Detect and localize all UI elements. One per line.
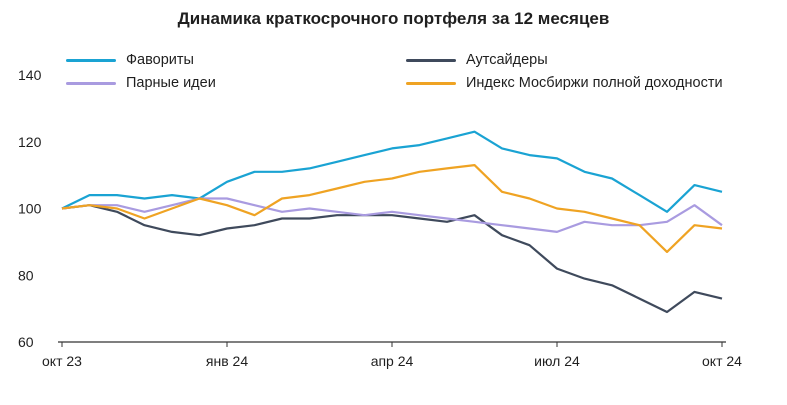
x-tick-label: июл 24 bbox=[534, 353, 580, 369]
x-tick-label: апр 24 bbox=[371, 353, 414, 369]
y-tick-label: 60 bbox=[18, 334, 34, 350]
legend-label-pair-ideas: Парные идеи bbox=[126, 75, 216, 91]
legend-item-favorites: Фавориты bbox=[66, 52, 194, 68]
legend-label-favorites: Фавориты bbox=[126, 52, 194, 68]
series-line-3 bbox=[61, 164, 723, 253]
y-tick-label: 100 bbox=[18, 201, 42, 217]
y-tick-label: 140 bbox=[18, 67, 42, 83]
legend-label-outsiders: Аутсайдеры bbox=[466, 52, 548, 68]
series-line-2 bbox=[61, 197, 723, 233]
legend-item-moex-index: Индекс Мосбиржи полной доходности bbox=[406, 75, 723, 91]
x-tick-label: окт 23 bbox=[42, 353, 82, 369]
legend-item-outsiders: Аутсайдеры bbox=[406, 52, 548, 68]
y-tick-label: 80 bbox=[18, 267, 34, 283]
x-tick-label: янв 24 bbox=[206, 353, 248, 369]
x-axis: окт 23 янв 24 апр 24 июл 24 окт 24 bbox=[42, 341, 742, 369]
chart-legend: Фавориты Аутсайдеры Парные идеи Индекс М… bbox=[0, 0, 787, 100]
legend-swatch-favorites bbox=[66, 58, 116, 62]
series-lines bbox=[61, 130, 723, 314]
series-line-1 bbox=[61, 204, 723, 314]
legend-swatch-outsiders bbox=[406, 58, 456, 62]
y-tick-label: 120 bbox=[18, 134, 42, 150]
legend-swatch-pair-ideas bbox=[66, 81, 116, 85]
chart-title: Динамика краткосрочного портфеля за 12 м… bbox=[177, 9, 610, 28]
series-line-0 bbox=[61, 130, 723, 213]
legend-swatch-moex-index bbox=[406, 81, 456, 85]
legend-label-moex-index: Индекс Мосбиржи полной доходности bbox=[466, 75, 723, 91]
y-axis: 60 80 100 120 140 bbox=[18, 67, 42, 350]
x-tick-label: окт 24 bbox=[702, 353, 742, 369]
legend-item-pair-ideas: Парные идеи bbox=[66, 75, 216, 91]
